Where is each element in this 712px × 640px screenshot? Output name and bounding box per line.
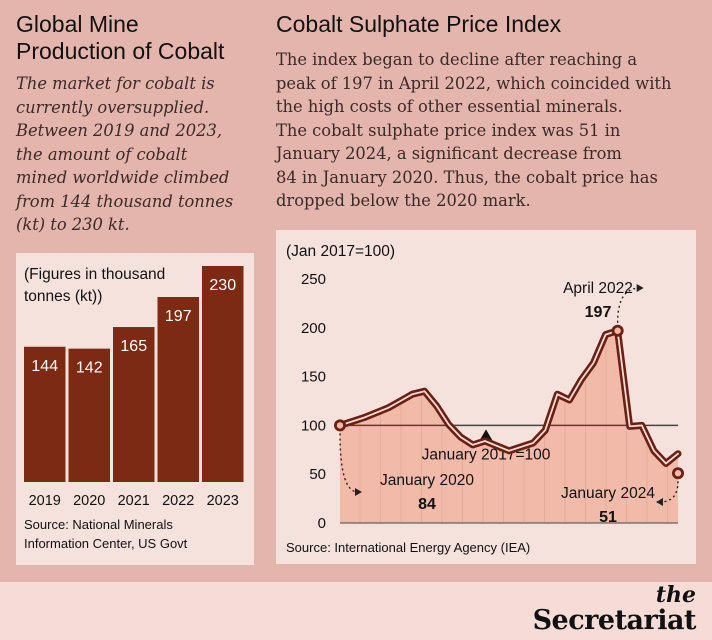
y-tick-label: 100	[301, 417, 326, 434]
bar	[157, 296, 199, 482]
description-line: The market for cobalt is	[16, 74, 215, 93]
bar-value-label: 144	[31, 358, 58, 375]
data-point-marker-center	[336, 422, 344, 429]
reference-line-label: January 2017=100	[422, 446, 551, 463]
annotation-connector	[659, 481, 679, 503]
y-tick-label: 200	[301, 320, 326, 337]
bar-value-label: 197	[165, 308, 192, 325]
arrow-head-icon	[636, 284, 644, 292]
bar-value-label: 142	[76, 360, 103, 377]
description-line: The index began to decline after reachin…	[276, 50, 638, 69]
description-line: from 144 thousand tonnes	[16, 191, 234, 211]
annotation-label: January 2020	[380, 472, 474, 489]
data-point-marker-center	[614, 327, 621, 334]
unit-label: (Jan 2017=100)	[286, 243, 395, 260]
right-description: The index began to decline after reachin…	[276, 48, 671, 213]
data-point-marker-center	[674, 470, 682, 477]
line-chart-source: Source: International Energy Agency (IEA…	[286, 540, 530, 555]
annotation-connector	[339, 433, 359, 493]
annotation-label: January 2024	[561, 485, 655, 502]
bar-category-label: 2020	[73, 493, 105, 509]
bar	[202, 266, 244, 482]
description-line: the high costs of other essential minera…	[276, 97, 623, 116]
arrow-head-icon	[355, 488, 362, 496]
price-line-highlight	[339, 329, 679, 465]
bar-chart-note: tonnes (kt))	[24, 288, 102, 305]
bar-chart-note: (Figures in thousand	[24, 266, 165, 283]
bar-chart-source: Source: National Minerals	[24, 517, 173, 532]
left-title-line: Production of Cobalt	[16, 38, 225, 64]
brand-logo: the Secretariat	[532, 582, 697, 636]
description-line: Between 2019 and 2023,	[16, 121, 223, 140]
description-line: the amount of cobalt	[16, 144, 188, 164]
annotation-connector	[616, 287, 640, 323]
description-line: January 2024, a significant decrease fro…	[276, 144, 622, 163]
y-tick-label: 250	[301, 271, 326, 288]
bar-chart-panel: (Figures in thousand tonnes (kt)) 144 201…	[16, 253, 254, 565]
description-line: dropped below the 2020 mark.	[276, 191, 531, 210]
bar-value-label: 165	[120, 338, 147, 355]
bar-category-label: 2022	[162, 493, 194, 509]
description-line: peak of 197 in April 2022, which coincid…	[276, 73, 672, 93]
annotation-value: 197	[585, 304, 612, 321]
price-index-chart: (Jan 2017=100) 0 50 100 150 200 250 January 20…	[286, 243, 684, 555]
annotation-label: April 2022	[563, 280, 633, 297]
description-line: 84 in January 2020. Thus, the cobalt pri…	[276, 167, 658, 187]
arrow-head-icon	[656, 498, 663, 506]
left-title-line: Global Mine	[16, 11, 139, 37]
bar-chart-source: Information Center, US Govt	[24, 536, 188, 551]
brand-name: Secretariat	[532, 605, 697, 636]
annotation-value: 84	[418, 496, 436, 513]
left-title: Global Mine Production of Cobalt	[16, 11, 224, 65]
left-description: The market for cobalt is currently oversu…	[16, 72, 233, 237]
bar-category-label: 2019	[29, 493, 61, 509]
line-chart-panel: (Jan 2017=100) 0 50 100 150 200 250 January 20…	[276, 230, 696, 564]
bar	[113, 327, 155, 482]
annotation-value: 51	[599, 509, 617, 526]
brand-the: the	[655, 582, 696, 608]
y-tick-label: 0	[318, 515, 326, 532]
description-line: currently oversupplied.	[16, 97, 210, 117]
description-line: mined worldwide climbed	[16, 168, 230, 187]
description-line: The cobalt sulphate price index was 51 i…	[276, 120, 621, 140]
bar-chart: (Figures in thousand tonnes (kt)) 144 201…	[24, 266, 244, 551]
bar	[24, 346, 66, 482]
bar-category-label: 2021	[118, 493, 150, 509]
footer-band	[0, 582, 712, 640]
description-line: (kt) to 230 kt.	[16, 215, 130, 234]
bar	[68, 348, 110, 482]
y-tick-label: 50	[309, 466, 326, 483]
price-area	[340, 330, 678, 523]
right-title: Cobalt Sulphate Price Index	[276, 11, 562, 37]
bar-value-label: 230	[209, 277, 236, 294]
y-tick-label: 150	[301, 369, 326, 386]
bar-category-label: 2023	[207, 493, 239, 509]
